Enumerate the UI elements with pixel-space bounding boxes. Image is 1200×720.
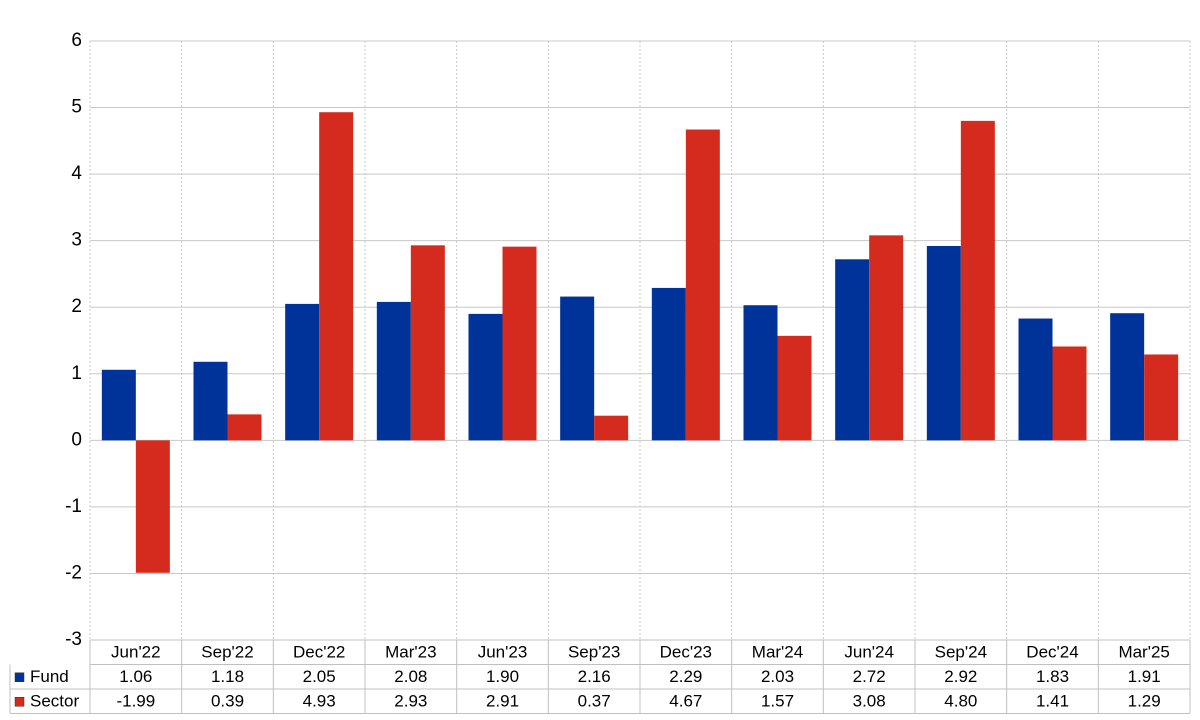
y-tick-label: 0 <box>71 429 82 450</box>
bar <box>835 259 870 441</box>
y-tick-label: 2 <box>71 296 82 317</box>
data-label: 2.05 <box>303 667 336 686</box>
x-tick-label: Dec'23 <box>660 643 712 662</box>
data-label: 1.83 <box>1036 667 1069 686</box>
data-label: 1.91 <box>1128 667 1161 686</box>
legend-swatch <box>14 697 25 707</box>
data-label: 4.80 <box>944 692 977 711</box>
bar <box>594 415 629 441</box>
bar <box>1052 346 1087 441</box>
bar <box>1144 354 1179 441</box>
bar <box>502 246 537 441</box>
data-label: 2.92 <box>944 667 977 686</box>
y-tick-label: 1 <box>71 363 82 384</box>
data-label: 1.06 <box>119 667 152 686</box>
data-label: 2.91 <box>486 692 519 711</box>
bar <box>869 235 904 441</box>
data-label: -1.99 <box>116 692 155 711</box>
legend-swatch <box>14 672 25 682</box>
legend-label: Sector <box>30 692 79 711</box>
data-label: 1.57 <box>761 692 794 711</box>
y-tick-label: 5 <box>71 97 82 118</box>
data-label: 1.18 <box>211 667 244 686</box>
y-tick-label: 3 <box>71 230 82 251</box>
bar <box>285 303 320 441</box>
data-label: 1.90 <box>486 667 519 686</box>
bar <box>685 129 720 441</box>
data-label: 2.16 <box>578 667 611 686</box>
y-tick-label: 4 <box>71 163 82 184</box>
x-tick-label: Sep'23 <box>568 643 620 662</box>
data-label: 1.41 <box>1036 692 1069 711</box>
bar <box>960 120 995 441</box>
legend-label: Fund <box>30 667 69 686</box>
data-label: 2.08 <box>394 667 427 686</box>
y-tick-label: -1 <box>65 496 82 517</box>
y-tick-label: -3 <box>65 629 82 650</box>
x-tick-label: Mar'24 <box>752 643 803 662</box>
data-label: 2.29 <box>669 667 702 686</box>
data-label: 2.72 <box>853 667 886 686</box>
data-label: 4.67 <box>669 692 702 711</box>
bar <box>135 440 170 573</box>
data-label: 2.03 <box>761 667 794 686</box>
bar <box>560 296 595 441</box>
bar <box>101 369 136 441</box>
x-tick-label: Dec'22 <box>293 643 345 662</box>
x-tick-label: Dec'24 <box>1026 643 1078 662</box>
y-tick-label: 6 <box>71 30 82 51</box>
data-label: 2.93 <box>394 692 427 711</box>
bar <box>227 414 262 441</box>
bar <box>651 287 686 441</box>
data-label: 0.39 <box>211 692 244 711</box>
x-tick-label: Sep'22 <box>201 643 253 662</box>
x-tick-label: Jun'22 <box>111 643 161 662</box>
bar <box>1110 313 1145 441</box>
bar <box>777 335 812 441</box>
bar <box>1018 318 1053 441</box>
data-label: 0.37 <box>578 692 611 711</box>
bar <box>926 245 961 441</box>
bar <box>410 245 445 441</box>
x-tick-label: Jun'23 <box>478 643 528 662</box>
data-label: 1.29 <box>1128 692 1161 711</box>
data-label: 4.93 <box>303 692 336 711</box>
x-tick-label: Mar'23 <box>385 643 436 662</box>
x-tick-label: Jun'24 <box>844 643 894 662</box>
data-label: 3.08 <box>853 692 886 711</box>
bar <box>376 301 411 441</box>
bar <box>743 305 778 441</box>
bar <box>193 361 228 441</box>
bar <box>319 112 354 441</box>
bar <box>468 313 503 441</box>
y-tick-label: -2 <box>65 562 82 583</box>
x-tick-label: Sep'24 <box>935 643 987 662</box>
x-tick-label: Mar'25 <box>1118 643 1169 662</box>
